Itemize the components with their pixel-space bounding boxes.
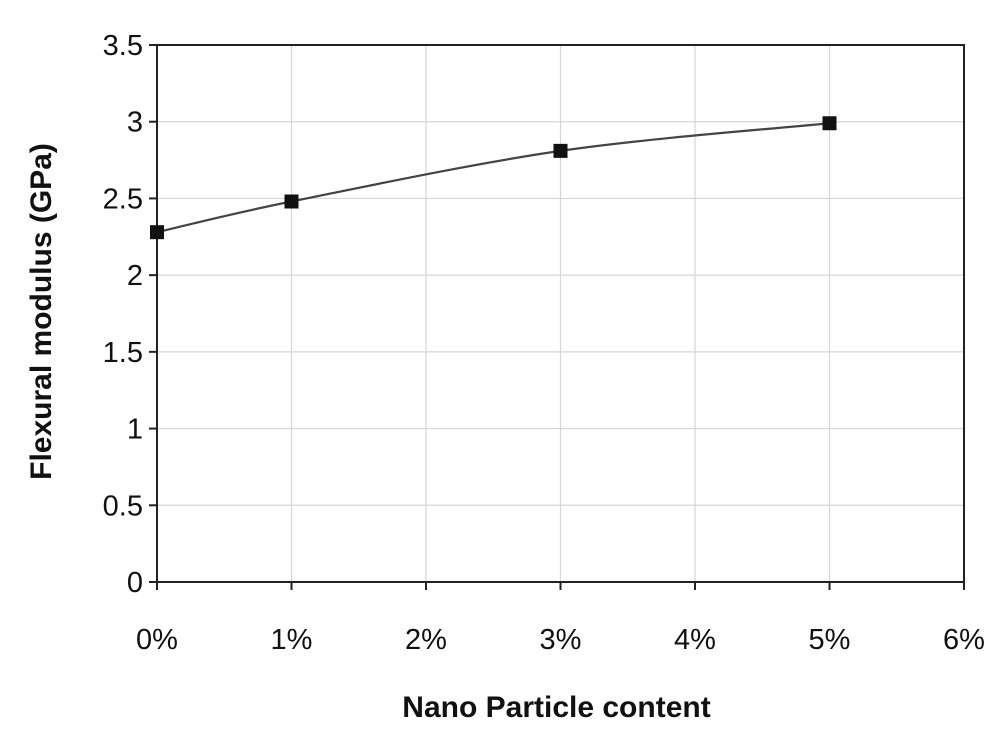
y-tick-label: 2 [127,260,143,292]
x-tick-label: 2% [405,624,447,656]
data-point-marker [553,143,568,158]
x-axis-ticks: 0% 1% 2% 3% 4% 5% 6% [136,582,985,656]
y-axis-ticks: 0 0.5 1 1.5 2 2.5 3 3.5 [103,30,157,599]
y-tick-label: 0.5 [103,490,143,522]
y-axis-title: Flexural modulus (GPa) [25,143,58,480]
x-axis-title: Nano Particle content [402,691,710,724]
data-point-marker [822,116,837,131]
y-tick-label: 2.5 [103,183,143,215]
x-tick-label: 5% [809,624,851,656]
y-tick-label: 1 [127,414,143,446]
x-tick-label: 4% [674,624,716,656]
series-line [156,122,830,234]
y-tick-label: 3.5 [103,30,143,62]
y-tick-label: 1.5 [103,337,143,369]
series-group [150,116,837,240]
x-tick-label: 1% [271,624,313,656]
data-point-marker [150,225,164,240]
x-tick-label: 0% [136,624,178,656]
y-tick-label: 3 [127,107,143,139]
x-tick-label: 6% [943,624,985,656]
x-tick-label: 3% [540,624,582,656]
data-point-marker [284,194,299,209]
y-tick-label: 0 [127,567,143,599]
